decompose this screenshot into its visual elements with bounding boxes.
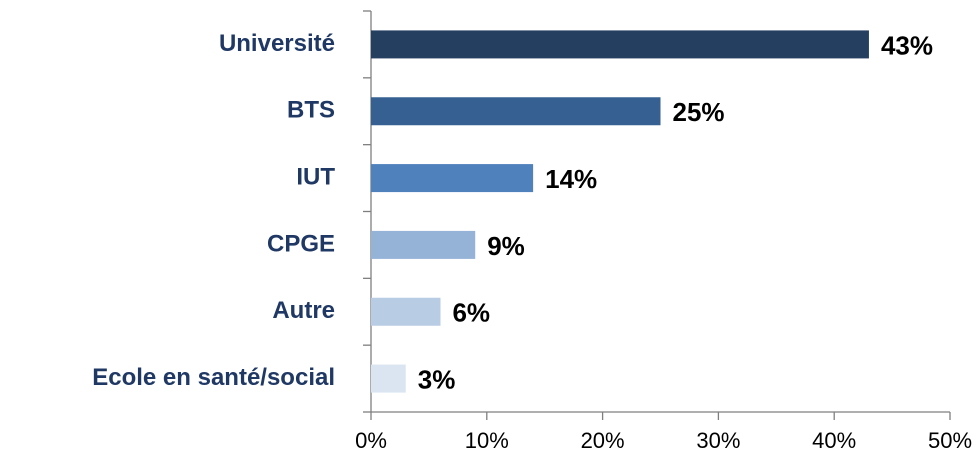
value-label: 6% <box>452 298 490 328</box>
category-label: CPGE <box>267 230 335 257</box>
bar <box>371 230 476 259</box>
x-tick-label: 40% <box>812 428 856 453</box>
x-tick-label: 30% <box>696 428 740 453</box>
bar <box>371 164 534 193</box>
category-label: BTS <box>287 97 335 124</box>
value-label: 25% <box>673 97 725 127</box>
value-label: 43% <box>881 30 933 60</box>
bar <box>371 30 869 59</box>
bar <box>371 297 441 326</box>
x-tick-label: 50% <box>928 428 972 453</box>
bar <box>371 97 661 126</box>
value-label: 3% <box>418 364 456 394</box>
bar <box>371 364 406 393</box>
category-label: Université <box>219 30 335 57</box>
category-label: Ecole en santé/social <box>92 364 335 391</box>
x-tick-label: 0% <box>355 428 387 453</box>
x-tick-label: 10% <box>465 428 509 453</box>
value-label: 14% <box>545 164 597 194</box>
category-label: Autre <box>272 297 335 324</box>
value-label: 9% <box>487 231 525 261</box>
x-tick-label: 20% <box>581 428 625 453</box>
category-label: IUT <box>296 163 335 190</box>
